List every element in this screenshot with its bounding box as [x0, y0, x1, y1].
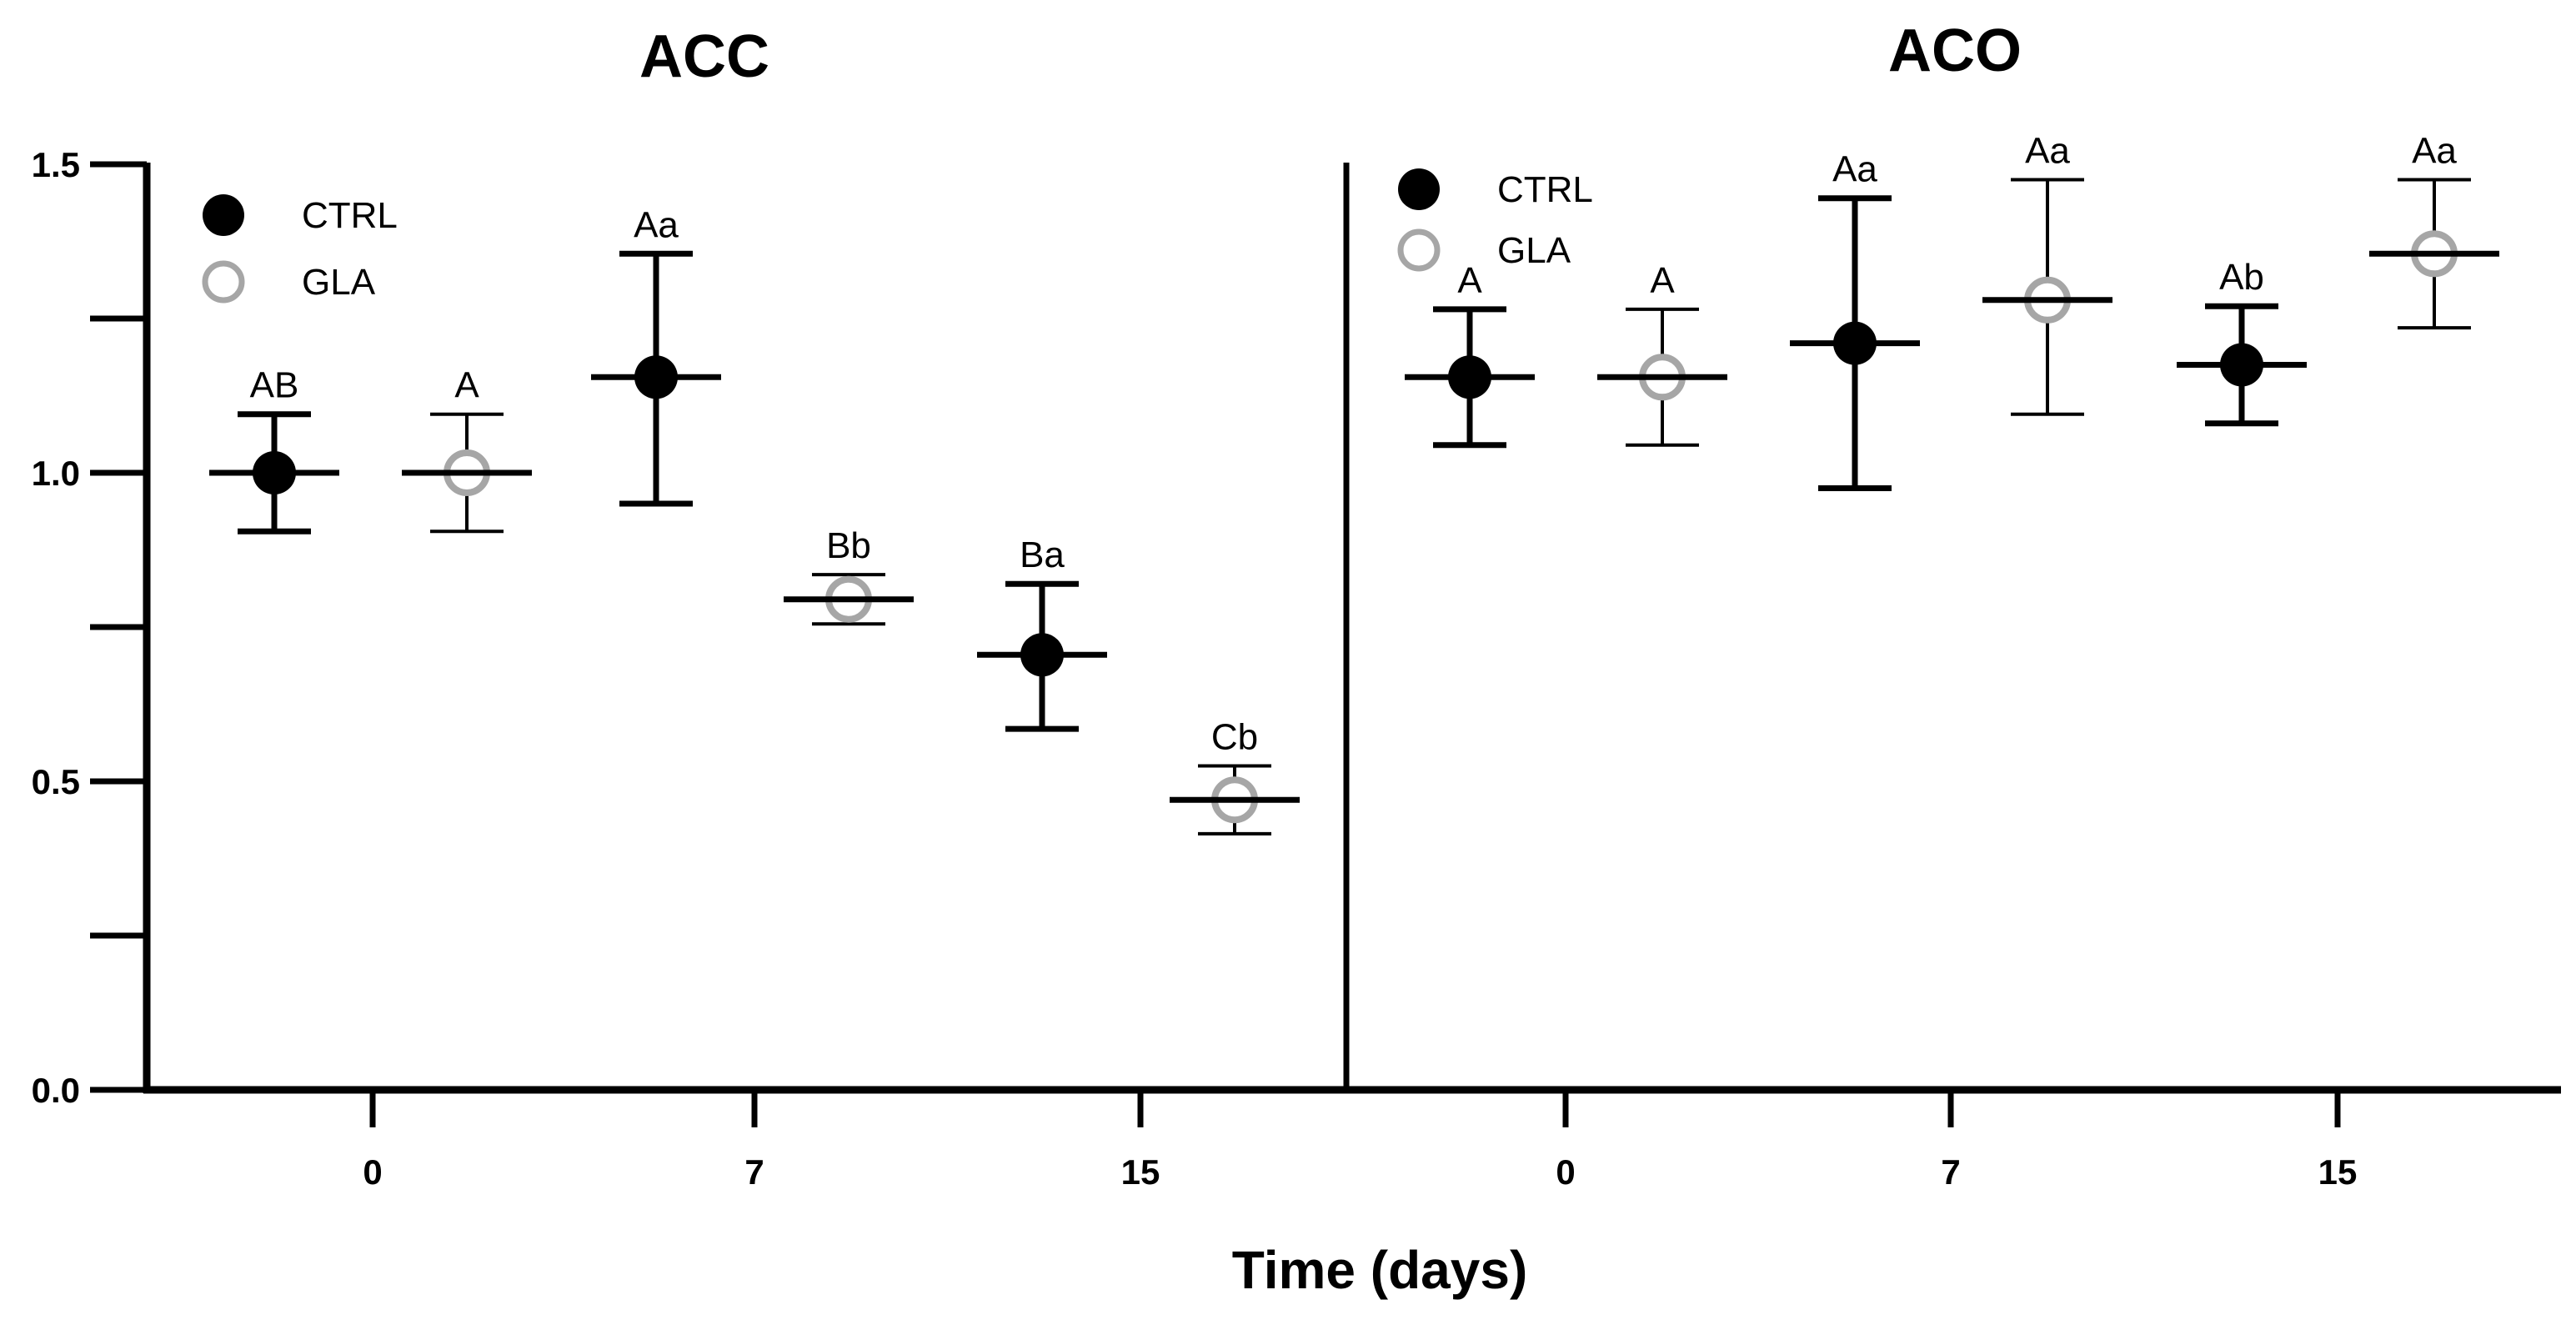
x-tick-label: 0	[363, 1152, 382, 1192]
y-tick-label: 1.0	[32, 454, 80, 493]
x-axis-label: Time (days)	[1232, 1240, 1528, 1300]
significance-letter: Aa	[1832, 149, 1877, 190]
significance-letter: A	[1457, 260, 1482, 301]
panel-title-aco: ACO	[1888, 18, 2022, 84]
significance-letter: Cb	[1211, 717, 1258, 758]
legend-marker-gla	[1397, 228, 1441, 272]
significance-letter: Aa	[2025, 131, 2070, 172]
x-tick-label: 15	[1121, 1152, 1160, 1192]
significance-letter: Ab	[2219, 257, 2264, 298]
x-tick-label: 15	[2318, 1152, 2358, 1192]
significance-letter: A	[1650, 260, 1675, 301]
x-tick-label: 0	[1556, 1152, 1575, 1192]
significance-letter: Aa	[634, 204, 679, 245]
y-tick-label: 0.5	[32, 762, 80, 801]
panel-title-acc: ACC	[639, 23, 769, 90]
y-tick-label: 1.5	[32, 145, 80, 184]
legend-label: CTRL	[1497, 169, 1593, 210]
significance-letter: Ba	[1020, 535, 1065, 575]
x-tick-label: 7	[744, 1152, 764, 1192]
x-tick-label: 7	[1941, 1152, 1960, 1192]
legend-label: GLA	[302, 262, 376, 303]
legend-marker-ctrl	[203, 194, 244, 236]
y-tick-label: 0.0	[32, 1071, 80, 1110]
chart-marks: 0.0 0.5 1.0 1.5 0 7 15 AB Aa Ba A Bb Cb 0 7 15 A Aa Ab A Aa A…	[32, 131, 2561, 1192]
significance-letter: Bb	[826, 525, 871, 566]
significance-letter: AB	[250, 365, 299, 406]
significance-letter: A	[454, 365, 479, 406]
legend-label: CTRL	[302, 195, 398, 236]
legend-marker-ctrl	[1398, 168, 1440, 210]
legend-label: GLA	[1497, 230, 1571, 271]
significance-letter: Aa	[2412, 131, 2457, 172]
legend-marker-gla	[202, 260, 245, 304]
